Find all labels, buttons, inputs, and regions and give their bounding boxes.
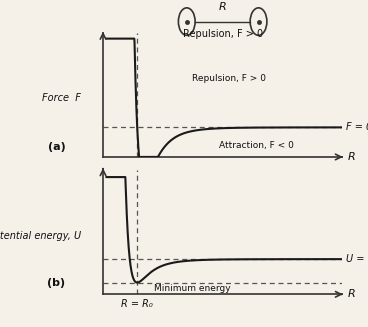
Text: R: R	[219, 2, 227, 12]
Text: R = R₀: R = R₀	[121, 300, 153, 309]
Text: Minimum energy: Minimum energy	[154, 284, 231, 293]
Text: R: R	[348, 289, 355, 299]
Text: Repulsion, F > 0: Repulsion, F > 0	[183, 29, 263, 39]
Text: (b): (b)	[47, 278, 66, 287]
Text: Potential energy, U: Potential energy, U	[0, 231, 81, 241]
Text: F = 0: F = 0	[346, 122, 368, 132]
Text: Force  F: Force F	[42, 93, 81, 103]
Text: U = 0: U = 0	[346, 254, 368, 264]
Text: (a): (a)	[48, 142, 66, 152]
Text: Attraction, F < 0: Attraction, F < 0	[219, 141, 294, 150]
Text: Repulsion, F > 0: Repulsion, F > 0	[192, 74, 266, 82]
Text: R: R	[348, 152, 355, 162]
